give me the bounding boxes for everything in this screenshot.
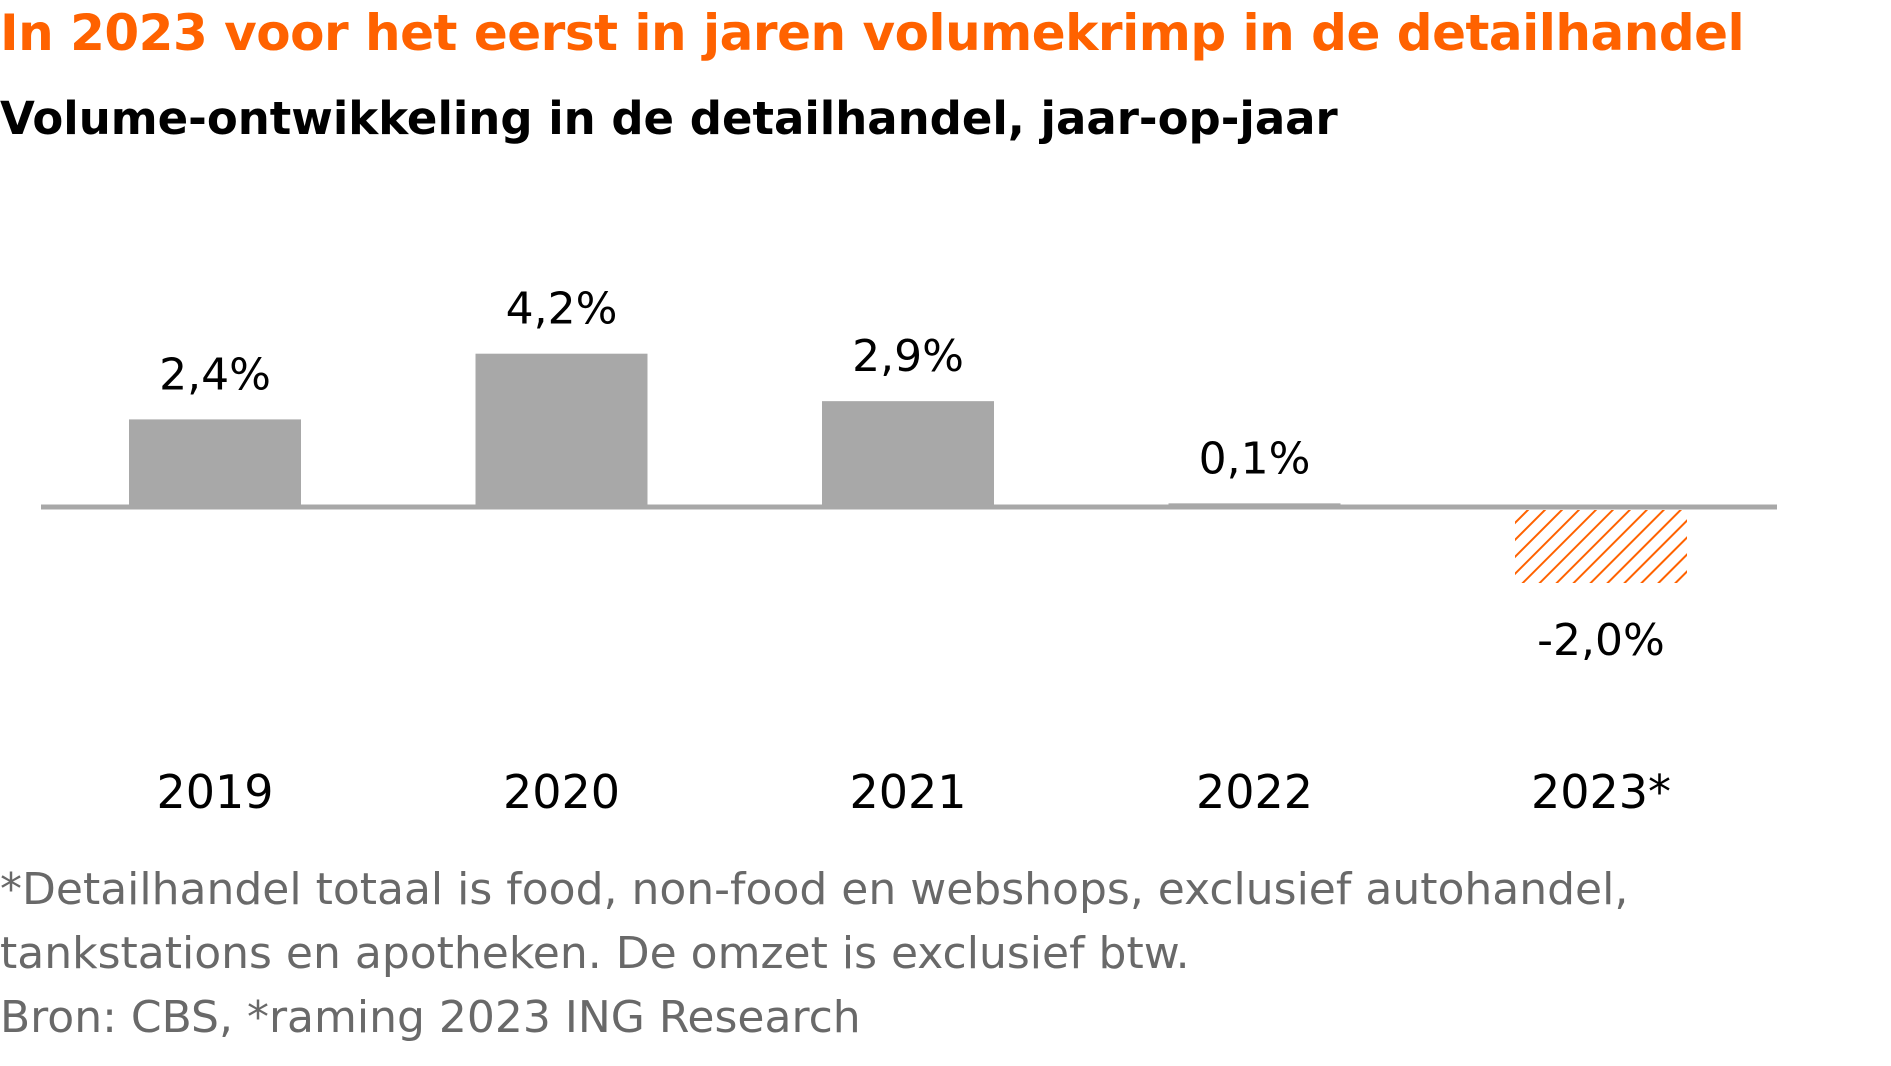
- value-label-2020: 4,2%: [506, 284, 618, 335]
- footnote-definition-line-2: tankstations en apotheken. De omzet is e…: [0, 928, 1190, 979]
- source-note: Bron: CBS, *raming 2023 ING Research: [0, 992, 861, 1043]
- chart-title: In 2023 voor het eerst in jaren volumekr…: [0, 4, 1745, 62]
- category-label-2022: 2022: [1196, 765, 1313, 819]
- value-label-2019: 2,4%: [159, 349, 271, 400]
- category-label-2023: 2023*: [1531, 765, 1671, 819]
- category-label-2019: 2019: [156, 765, 273, 819]
- value-label-2023: -2,0%: [1537, 615, 1665, 666]
- chart-subtitle: Volume-ontwikkeling in de detailhandel, …: [0, 92, 1338, 145]
- category-label-2020: 2020: [503, 765, 620, 819]
- category-label-2021: 2021: [849, 765, 966, 819]
- footnote-definition-line-1: *Detailhandel totaal is food, non-food e…: [0, 864, 1629, 915]
- footnotes: *Detailhandel totaal is food, non-food e…: [0, 858, 1880, 1050]
- bar-chart: 2,4% 2019 4,2% 2020 2,9% 2021 0,1% 2022 -2,0% 202…: [41, 284, 1777, 819]
- bar-2019: [129, 419, 301, 507]
- bar-2021: [822, 401, 994, 507]
- bar-2023: [1515, 510, 1687, 583]
- bars-layer: [129, 353, 1687, 583]
- value-label-2021: 2,9%: [852, 331, 964, 382]
- value-label-2022: 0,1%: [1199, 433, 1311, 484]
- bar-2020: [475, 353, 648, 507]
- labels-layer: 2,4% 2019 4,2% 2020 2,9% 2021 0,1% 2022 -2,0% 202…: [156, 284, 1671, 819]
